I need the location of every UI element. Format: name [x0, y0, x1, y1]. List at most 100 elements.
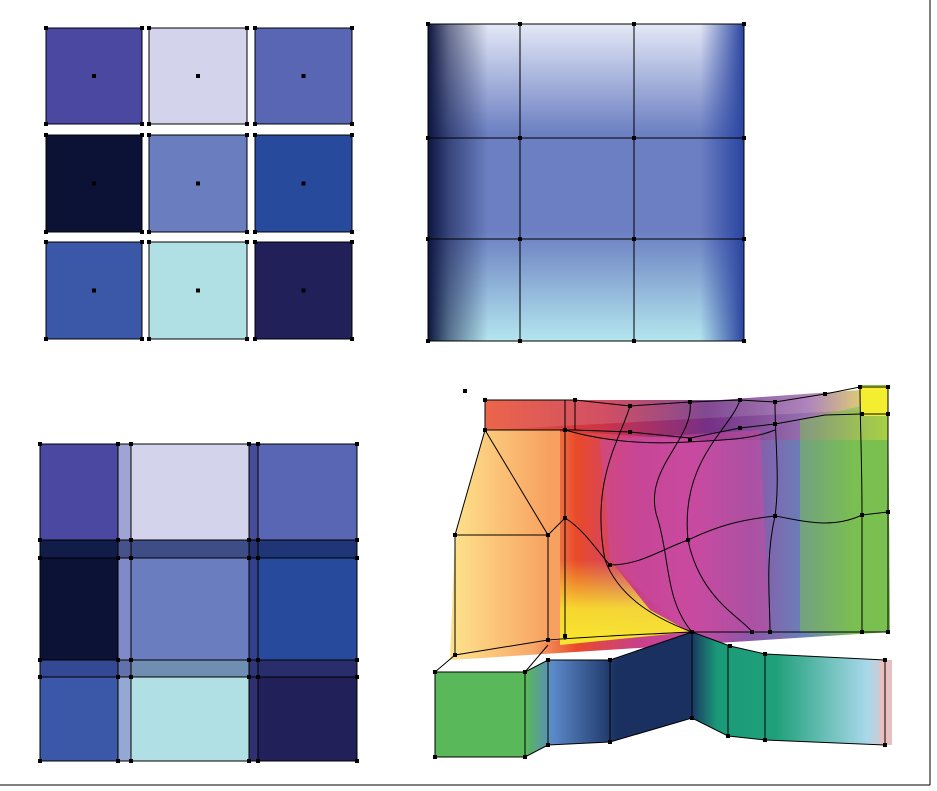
- smooth-mesh-panel: [426, 22, 746, 343]
- patch-corner-point: [147, 240, 151, 244]
- warped-mesh-magenta-region: [600, 430, 770, 632]
- warped-mesh-point: [860, 412, 864, 416]
- mesh-point: [742, 237, 746, 241]
- warped-mesh-point: [546, 533, 550, 537]
- blended-point: [129, 675, 133, 679]
- warped-mesh-pink-edge: [880, 660, 892, 745]
- warped-mesh-point: [688, 400, 692, 404]
- blended-point: [116, 556, 120, 560]
- blended-cell: [249, 444, 357, 558]
- mesh-point: [426, 136, 430, 140]
- patch-corner-point: [245, 122, 249, 126]
- blended-point: [256, 759, 260, 763]
- patch-corner-point: [350, 240, 354, 244]
- blended-point: [256, 675, 260, 679]
- blended-grid-panel: [38, 442, 359, 763]
- warped-mesh-point: [628, 430, 632, 434]
- mesh-point: [742, 22, 746, 26]
- warped-mesh-point: [608, 563, 612, 567]
- warped-mesh-line: [484, 429, 549, 536]
- patch-corner-point: [140, 230, 144, 234]
- patch-corner-point: [245, 240, 249, 244]
- blended-point: [116, 759, 120, 763]
- patch-corner-point: [147, 26, 151, 30]
- blended-point: [129, 538, 133, 542]
- warped-mesh-line: [434, 654, 456, 673]
- warped-mesh-point: [690, 630, 694, 634]
- warped-mesh-point: [860, 513, 864, 517]
- mesh-point: [632, 237, 636, 241]
- blended-point: [247, 538, 251, 542]
- warped-mesh-green-block: [435, 672, 525, 757]
- warped-mesh-points: [433, 385, 890, 759]
- blended-point: [129, 556, 133, 560]
- blended-point: [355, 538, 359, 542]
- blend-strip: [40, 660, 357, 677]
- mesh-point: [518, 136, 522, 140]
- warped-mesh-point: [483, 398, 487, 402]
- warped-mesh-point: [628, 404, 632, 408]
- patch-corner-point: [44, 26, 48, 30]
- patch-corner-point: [350, 337, 354, 341]
- patch-corner-point: [253, 133, 257, 137]
- warped-mesh-line: [564, 400, 576, 430]
- mesh-point: [742, 339, 746, 343]
- warped-mesh-point: [690, 716, 694, 720]
- blend-strip: [118, 444, 131, 761]
- warped-mesh-point: [738, 398, 742, 402]
- mesh-point: [632, 136, 636, 140]
- warped-mesh-point: [886, 412, 890, 416]
- blended-cell: [40, 540, 131, 677]
- blended-point: [247, 675, 251, 679]
- blended-point: [256, 538, 260, 542]
- blended-cell: [118, 540, 258, 677]
- blended-point: [38, 442, 42, 446]
- smooth-mesh-grid: [426, 22, 746, 343]
- patch-center-point: [196, 288, 200, 293]
- warped-mesh-point: [860, 630, 864, 634]
- warped-mesh-line: [859, 386, 863, 632]
- warped-mesh-line: [454, 399, 575, 536]
- patch-corner-point: [147, 337, 151, 341]
- warped-mesh-point: [773, 400, 777, 404]
- patch-corner-point: [253, 122, 257, 126]
- blended-cell-core: [133, 446, 247, 538]
- warped-mesh-point: [433, 755, 437, 759]
- warped-mesh-point: [463, 389, 467, 393]
- mesh-point: [632, 339, 636, 343]
- warped-mesh-line: [455, 430, 566, 536]
- patch-center-point: [92, 74, 96, 78]
- blended-point: [355, 675, 359, 679]
- mesh-point: [518, 22, 522, 26]
- patch-center-point: [196, 181, 200, 186]
- mesh-point: [742, 136, 746, 140]
- blend-strip: [40, 540, 357, 558]
- patch-corner-point: [140, 240, 144, 244]
- warped-mesh-point: [768, 630, 772, 634]
- warped-mesh-left-column: [455, 430, 560, 655]
- warped-mesh-point: [686, 538, 690, 542]
- warped-mesh-point: [750, 630, 754, 634]
- blended-cell-core: [133, 679, 247, 759]
- patch-corner-point: [44, 133, 48, 137]
- patch-corner-point: [140, 337, 144, 341]
- blended-point: [38, 556, 42, 560]
- patch-corner-point: [245, 230, 249, 234]
- warped-mesh-point: [523, 755, 527, 759]
- separate-patches-panel: [44, 26, 354, 341]
- blended-point: [116, 538, 120, 542]
- blended-point: [129, 442, 133, 446]
- patch-center-point: [196, 74, 200, 78]
- smooth-mesh-right-blend: [700, 24, 744, 341]
- mesh-point: [518, 339, 522, 343]
- patch-corner-point: [44, 240, 48, 244]
- warped-mesh-point: [453, 653, 457, 657]
- warped-mesh-lower-band: [435, 632, 890, 757]
- patch-corner-point: [253, 26, 257, 30]
- warped-mesh-point: [523, 670, 527, 674]
- smooth-mesh-left-blend: [428, 24, 488, 341]
- patch-corner-point: [147, 133, 151, 137]
- patch-corner-point: [140, 26, 144, 30]
- warped-mesh-point: [573, 398, 577, 402]
- mesh-point: [426, 339, 430, 343]
